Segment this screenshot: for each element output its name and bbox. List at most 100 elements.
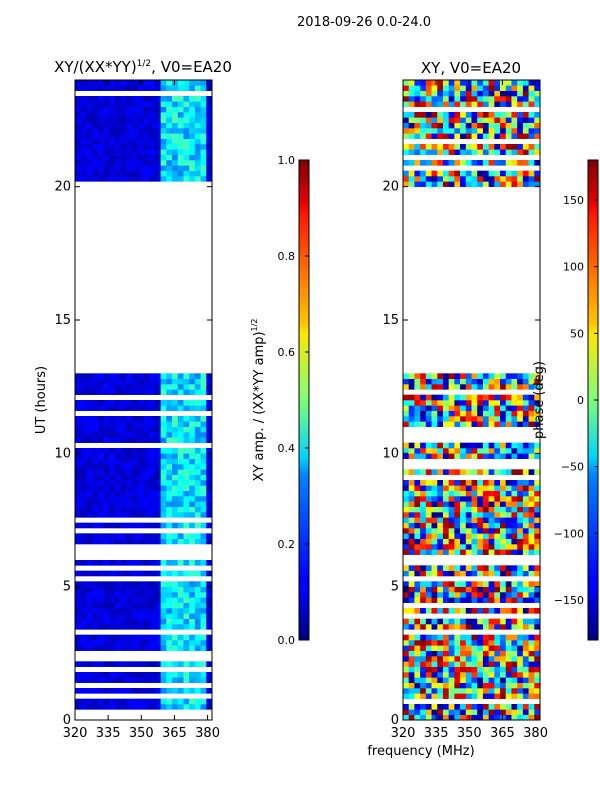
phase-heatmap-cell [500,112,507,118]
phase-heatmap-cell [494,693,501,699]
amp-heatmap-cell [137,400,144,406]
phase-heatmap-cell [460,624,467,630]
amp-heatmap-cell [80,170,87,177]
phase-heatmap-cell [420,96,427,102]
phase-heatmap-cell [505,378,512,385]
phase-heatmap-cell [431,672,438,678]
amp-heatmap-cell [166,448,173,454]
amp-heatmap-cell [120,512,127,518]
amp-heatmap-cell [109,144,116,150]
amp-heatmap-cell [206,640,213,646]
amp-heatmap-cell [132,160,139,166]
amp-heatmap-cell [189,448,196,454]
amp-heatmap-cell [97,128,104,134]
phase-heatmap-cell [488,490,495,497]
amp-heatmap-cell [172,698,179,705]
amp-heatmap-cell [160,453,167,459]
phase-heatmap-cell [437,485,444,491]
phase-heatmap-cell [448,96,455,102]
amp-heatmap-cell [80,464,87,470]
amp-heatmap-cell [154,480,161,486]
amp-heatmap-cell [86,469,93,475]
phase-heatmap-cell [414,160,421,166]
amp-heatmap-cell [172,613,179,619]
phase-heatmap-cell [414,512,421,518]
phase-heatmap-cell [488,581,495,587]
phase-heatmap-cell [528,618,535,625]
phase-heatmap-cell [465,501,472,507]
amp-heatmap-cell [92,176,99,182]
phase-heatmap-cell [454,597,461,603]
amp-heatmap-cell [200,634,207,641]
amp-heatmap-cell [177,117,184,123]
amp-heatmap-cell [154,688,161,694]
phase-heatmap-cell [425,80,432,86]
amp-heatmap-cell [200,480,207,486]
amp-heatmap-cell [120,378,127,385]
amp-heatmap-cell [177,618,184,625]
amp-heatmap-cell [75,85,82,91]
phase-heatmap-cell [442,634,449,641]
phase-heatmap-cell [442,506,449,513]
phase-heatmap-cell [454,533,461,539]
phase-heatmap-cell [454,688,461,694]
amp-heatmap-cell [97,176,104,182]
amp-heatmap-cell [143,496,150,502]
phase-heatmap-cell [460,672,467,678]
amp-heatmap-cell [177,597,184,603]
amp-heatmap-cell [132,378,139,385]
phase-heatmap-cell [482,384,489,390]
phase-heatmap-cell [477,421,484,427]
amp-heatmap-cell [80,128,87,134]
amp-heatmap-cell [154,128,161,134]
phase-heatmap-cell [528,490,535,497]
phase-heatmap-cell [437,704,444,710]
amp-heatmap-cell [189,581,196,587]
amp-heatmap-cell [92,80,99,86]
phase-heatmap-cell [442,90,449,97]
phase-heatmap-cell [465,96,472,102]
phase-heatmap-cell [522,416,529,422]
amp-heatmap-cell [200,128,207,134]
amp-heatmap-cell [166,592,173,598]
phase-heatmap-cell [517,181,524,187]
phase-heatmap-cell [448,640,455,646]
phase-heatmap-cell [403,405,410,411]
phase-heatmap-cell [420,501,427,507]
phase-heatmap-cell [522,149,529,155]
phase-heatmap-cell [517,597,524,603]
phase-heatmap-cell [448,506,455,513]
amp-heatmap-cell [177,640,184,646]
amp-heatmap-cell [114,704,121,710]
phase-heatmap-cell [488,416,495,422]
amp-heatmap-cell [143,458,150,465]
phase-heatmap-cell [454,80,461,86]
phase-heatmap-cell [403,181,410,187]
phase-heatmap-cell [488,373,495,379]
phase-heatmap-cell [425,592,432,598]
phase-heatmap-cell [511,592,518,598]
phase-heatmap-cell [511,128,518,134]
phase-heatmap-cell [488,640,495,646]
phase-heatmap-cell [414,597,421,603]
amp-heatmap-cell [200,538,207,545]
phase-heatmap-cell [465,544,472,550]
amp-heatmap-cell [177,634,184,641]
amp-heatmap-cell [114,400,121,406]
amp-heatmap-cell [149,496,156,502]
phase-heatmap-cell [505,384,512,390]
phase-heatmap-cell [425,485,432,491]
amp-heatmap-cell [160,661,167,667]
amp-heatmap-cell [166,480,173,486]
phase-heatmap-cell [494,410,501,417]
phase-heatmap-cell [420,544,427,550]
phase-heatmap-cell [425,480,432,486]
amp-heatmap-cell [75,501,82,507]
phase-heatmap-cell [505,522,512,529]
phase-heatmap-cell [500,501,507,507]
amp-heatmap-cell [166,645,173,651]
phase-heatmap-cell [403,597,410,603]
amp-heatmap-cell [172,453,179,459]
phase-heatmap-cell [403,624,410,630]
phase-heatmap-cell [488,448,495,454]
